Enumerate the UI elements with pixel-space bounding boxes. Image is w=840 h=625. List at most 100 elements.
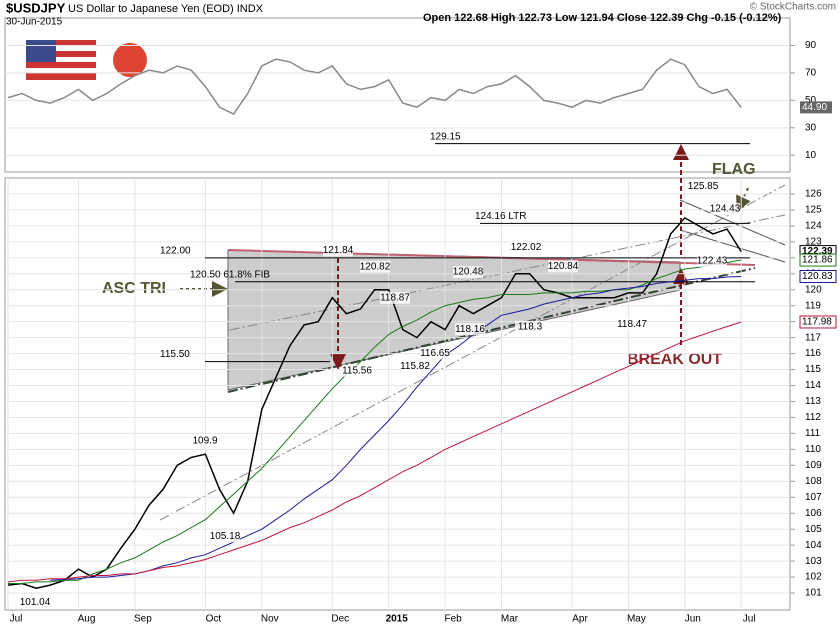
symbol: $USDJPY: [6, 0, 66, 15]
y-tick-label: 123: [805, 236, 822, 247]
price-label: 118.3: [518, 322, 543, 333]
y-tick-label: 119: [805, 300, 821, 311]
y-tick-label: 10: [805, 150, 817, 161]
series-line: [7, 58, 742, 116]
y-tick-label: 107: [805, 492, 822, 503]
last-box: [799, 253, 837, 267]
y-tick-label: 102: [805, 572, 822, 583]
label-bg: [548, 260, 578, 273]
y-tick-label: 113: [805, 396, 821, 407]
support-line: [227, 267, 756, 393]
last-box: [799, 315, 837, 329]
y-tick-label: 125: [805, 205, 822, 216]
y-tick-label: 111: [805, 428, 821, 439]
level-label: 122.00: [160, 245, 191, 256]
label-bg: [400, 360, 430, 373]
rsi-panel: [4, 17, 791, 173]
x-tick-label: Apr: [572, 614, 588, 625]
y-tick-label: 30: [805, 122, 817, 133]
price-label: 118.16: [455, 324, 485, 335]
price-label: 101.04: [20, 597, 51, 608]
level-label: 115.50: [160, 349, 190, 360]
label-bg: [20, 596, 50, 609]
y-tick-label: 124: [805, 221, 822, 232]
y-tick-label: 50: [805, 95, 817, 106]
quote: Open 122.68 High 122.73 Low 121.94 Close…: [423, 12, 782, 24]
channel-line: [159, 184, 786, 521]
level-label: 129.15: [430, 131, 461, 142]
y-tick-label: 120: [805, 284, 822, 295]
series-line: [7, 216, 742, 589]
annotation: FLAG: [712, 161, 756, 178]
y-tick-label: 109: [805, 460, 822, 471]
price-label: 115.82: [400, 361, 430, 372]
last-value: 121.86: [802, 255, 833, 266]
label-bg: [688, 180, 718, 193]
y-tick-label: 90: [805, 40, 817, 51]
last-box: [800, 101, 832, 114]
y-tick-label: 70: [805, 68, 817, 79]
x-tick-label: 2015: [386, 614, 409, 625]
price-label: 115.56: [342, 365, 372, 376]
label-bg: [453, 266, 483, 279]
x-tick-label: Sep: [134, 614, 152, 625]
price-label: 120.82: [360, 261, 391, 272]
x-tick-label: Jul: [10, 614, 23, 625]
last-value: 44.90: [802, 102, 827, 113]
credit: © StockCharts.com: [750, 2, 836, 13]
symbol-name: US Dollar to Japanese Yen (EOD) INDX: [68, 3, 264, 15]
y-tick-label: 117: [805, 332, 821, 343]
series-line: [50, 276, 742, 581]
y-tick-label: 103: [805, 556, 822, 567]
y-tick-label: 126: [805, 189, 822, 200]
y-tick-label: 101: [805, 588, 822, 599]
last-value: 117.98: [802, 317, 832, 328]
date: 30-Jun-2015: [6, 17, 63, 28]
price-label: 109.9: [192, 436, 217, 447]
x-tick-label: Jul: [743, 614, 756, 625]
y-tick-label: 105: [805, 524, 822, 535]
y-tick-label: 115: [805, 364, 821, 375]
price-label: 118.47: [617, 319, 647, 330]
last-value: 120.83: [802, 271, 833, 282]
series-line: [8, 259, 742, 584]
price-label: 121.84: [323, 245, 354, 256]
last-box: [799, 269, 837, 283]
price-panel: [4, 177, 791, 611]
label-bg: [511, 241, 541, 254]
label-bg: [455, 323, 485, 336]
level-label: 120.50 61.8% FIB: [190, 269, 270, 280]
price-label: 120.84: [548, 261, 579, 272]
price-label: 105.18: [210, 531, 241, 542]
last-value: 122.39: [802, 246, 833, 257]
y-tick-label: 116: [805, 348, 821, 359]
price-label: 122.43: [697, 256, 728, 267]
series-line: [7, 321, 742, 583]
label-bg: [190, 434, 220, 447]
label-bg: [710, 203, 740, 216]
y-tick-label: 104: [805, 540, 822, 551]
label-bg: [515, 320, 545, 333]
price-label: 120.48: [453, 267, 484, 278]
price-label: 122.02: [511, 242, 542, 253]
label-bg: [617, 318, 647, 331]
x-tick-label: Dec: [331, 614, 349, 625]
label-bg: [323, 244, 353, 257]
flag-line: [679, 229, 786, 263]
label-bg: [342, 364, 372, 377]
x-tick-label: Nov: [261, 614, 279, 625]
x-tick-label: Aug: [78, 614, 96, 625]
label-bg: [697, 254, 727, 267]
price-label: 118.87: [380, 292, 410, 303]
japan-icon: [113, 43, 147, 77]
x-tick-label: Mar: [501, 614, 519, 625]
y-tick-label: 110: [805, 444, 821, 455]
y-tick-label: 108: [805, 476, 822, 487]
label-bg: [380, 291, 410, 304]
flag-icon: [26, 40, 96, 80]
y-tick-label: 106: [805, 508, 822, 519]
flag-line: [679, 199, 786, 246]
level-label: 124.16 LTR: [475, 211, 527, 222]
x-tick-label: May: [627, 614, 646, 625]
